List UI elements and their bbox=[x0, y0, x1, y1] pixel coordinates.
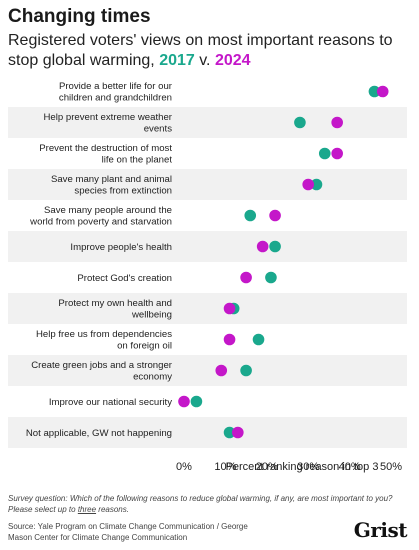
data-point-2024 bbox=[331, 116, 343, 129]
row-band bbox=[8, 355, 407, 386]
note-emphasis: three bbox=[77, 504, 97, 514]
data-point-2017 bbox=[223, 426, 236, 439]
data-point-2024 bbox=[178, 395, 190, 408]
data-point-2017 bbox=[244, 209, 257, 222]
data-point-2017 bbox=[269, 240, 281, 253]
row-band bbox=[8, 417, 407, 448]
category-label: Save many plant and animal species from e… bbox=[51, 174, 172, 197]
data-point-2017 bbox=[294, 116, 306, 129]
category-label: Create green jobs and a stronger economy bbox=[31, 360, 173, 383]
data-point-2024 bbox=[269, 209, 281, 222]
data-point-2017 bbox=[190, 395, 203, 408]
category-label: Provide a better life for our children an… bbox=[59, 81, 173, 104]
category-label: Improve people's health bbox=[70, 242, 172, 253]
x-tick-label: 10% bbox=[214, 461, 236, 473]
data-point-2024 bbox=[215, 364, 228, 377]
x-tick-label: 50% bbox=[380, 461, 402, 473]
x-tick-label: 30% bbox=[297, 461, 319, 473]
source-note: Source: Yale Program on Climate Change C… bbox=[8, 522, 248, 542]
data-point-2024 bbox=[223, 302, 236, 315]
category-label: Help free us from dependencies on foreign… bbox=[36, 329, 172, 352]
data-point-2024 bbox=[256, 240, 269, 253]
note-end: reasons. bbox=[96, 504, 129, 514]
note-text: Survey question: Which of the following … bbox=[8, 494, 393, 514]
grist-logo: Grist bbox=[353, 518, 408, 542]
data-point-2024 bbox=[232, 426, 244, 439]
row-band bbox=[8, 169, 407, 200]
x-tick-label: 20% bbox=[256, 461, 278, 473]
data-point-2024 bbox=[240, 271, 252, 284]
x-axis-ticks: 0% 10% 20% 30% 40% 50% bbox=[176, 461, 402, 473]
data-point-2017 bbox=[252, 333, 265, 346]
data-point-2024 bbox=[223, 333, 236, 346]
row-band bbox=[8, 231, 407, 262]
dot-plot: Provide a better life for our children an… bbox=[8, 81, 407, 473]
survey-note: Survey question: Which of the following … bbox=[8, 494, 408, 515]
subtitle-separator: v. bbox=[194, 51, 215, 69]
data-point-2017 bbox=[318, 147, 331, 160]
x-axis-label: Percent ranking reason in top 3 bbox=[226, 461, 379, 473]
category-label: Protect God's creation bbox=[77, 273, 172, 284]
data-point-2017 bbox=[240, 364, 252, 377]
data-points bbox=[178, 85, 389, 439]
category-label: Help prevent extreme weather events bbox=[43, 112, 172, 134]
x-tick-label: 40% bbox=[339, 461, 361, 473]
data-point-2017 bbox=[265, 271, 277, 284]
category-label: Not applicable, GW not happening bbox=[26, 428, 172, 439]
x-tick-label: 0% bbox=[176, 461, 192, 473]
category-label: Protect my own health and wellbeing bbox=[58, 298, 172, 321]
category-labels: Provide a better life for our children an… bbox=[26, 81, 173, 439]
chart-title: Changing times bbox=[8, 6, 151, 27]
category-label: Prevent the destruction of most life on t… bbox=[39, 143, 172, 166]
chart-subtitle: Registered voters' views on most importa… bbox=[8, 31, 413, 70]
data-point-2017 bbox=[368, 85, 381, 98]
category-label: Save many people around the world from po… bbox=[29, 205, 172, 228]
category-label: Improve our national security bbox=[49, 397, 172, 408]
subtitle-year-2024: 2024 bbox=[214, 51, 251, 69]
subtitle-year-2017: 2017 bbox=[159, 51, 195, 69]
data-point-2024 bbox=[376, 85, 389, 98]
row-band bbox=[8, 293, 407, 324]
data-point-2024 bbox=[331, 147, 343, 160]
data-point-2024 bbox=[302, 178, 315, 191]
data-point-2017 bbox=[310, 178, 323, 191]
subtitle-text: Registered voters' views on most importa… bbox=[8, 32, 393, 69]
